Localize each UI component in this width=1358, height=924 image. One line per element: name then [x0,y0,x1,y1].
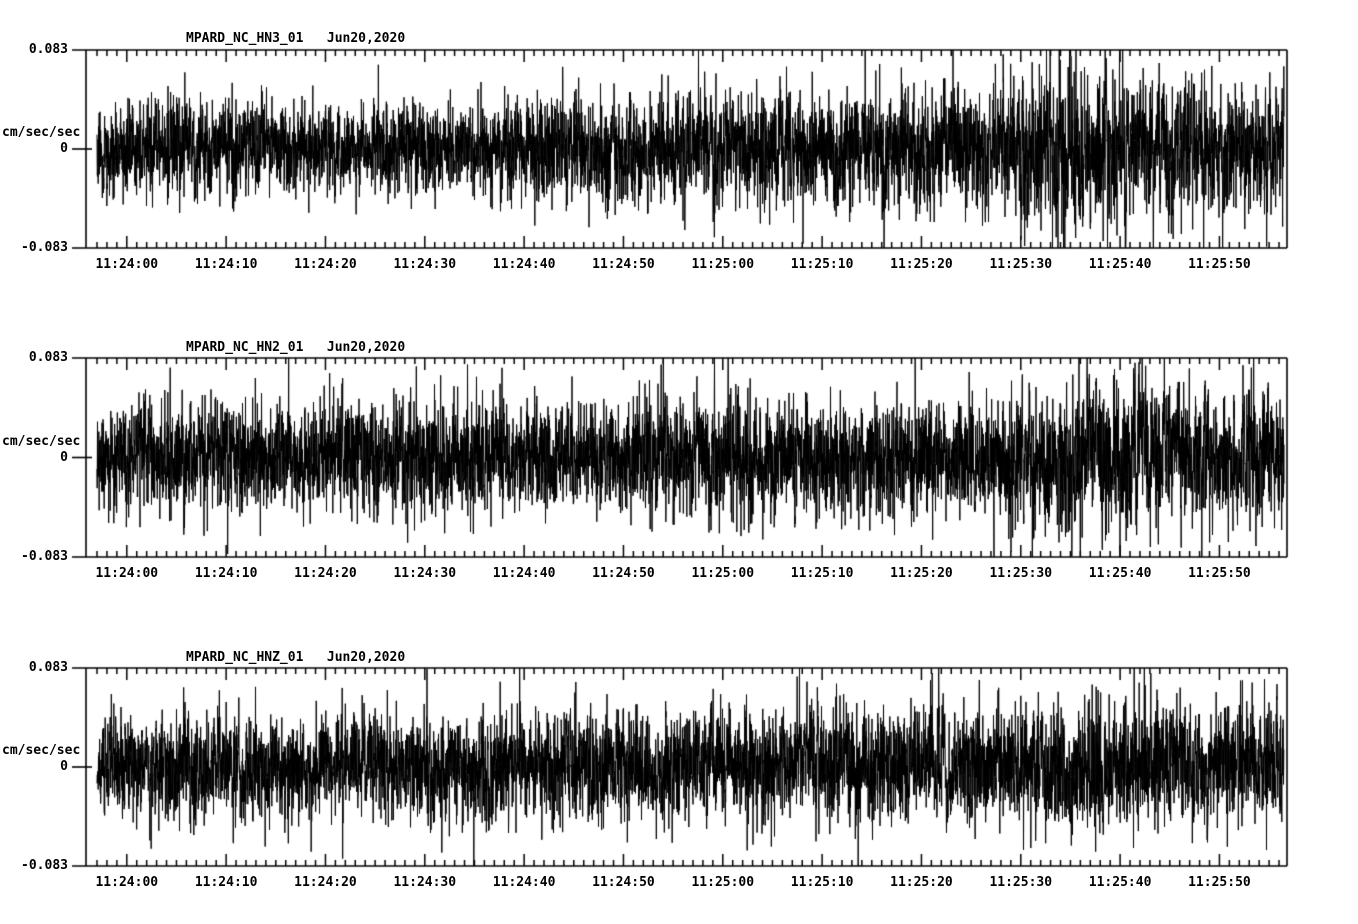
x-tick-label: 11:24:40 [492,257,556,272]
x-tick-label: 11:24:10 [194,875,258,890]
panel-title: MPARD_NC_HN3_01 Jun20,2020 [186,31,406,46]
x-tick-label: 11:25:30 [989,875,1053,890]
x-tick-label: 11:24:20 [294,566,357,581]
panel-title: MPARD_NC_HNZ_01 Jun20,2020 [186,650,406,665]
x-tick-label: 11:25:10 [790,875,854,890]
x-tick-label: 11:25:10 [790,566,854,581]
y-tick-label-max: 0.083 [28,660,68,675]
x-tick-label: 11:25:00 [691,875,755,890]
y-tick-label-max: 0.083 [28,42,68,57]
waveform-plot [0,334,1358,597]
x-tick-label: 11:25:40 [1088,875,1152,890]
x-tick-label: 11:24:50 [592,875,655,890]
y-tick-label-min: -0.083 [21,240,68,255]
x-tick-label: 11:24:00 [95,875,159,890]
x-tick-label: 11:24:30 [393,257,457,272]
panel-title: MPARD_NC_HN2_01 Jun20,2020 [186,340,406,355]
x-tick-label: 11:25:30 [989,566,1053,581]
x-tick-label: 11:25:20 [890,257,953,272]
x-tick-label: 11:24:30 [393,875,457,890]
x-tick-label: 11:25:10 [790,257,854,272]
x-tick-label: 11:24:00 [95,566,159,581]
x-tick-label: 11:25:00 [691,257,755,272]
x-tick-label: 11:25:20 [890,875,953,890]
waveform-plot [0,25,1358,288]
x-tick-label: 11:25:50 [1188,257,1251,272]
seismogram-panel-MPARD_NC_HN3_01: MPARD_NC_HN3_01 Jun20,2020 cm/sec/sec 0.08… [0,25,1358,288]
x-tick-label: 11:24:20 [294,875,357,890]
x-tick-label: 11:24:00 [95,257,159,272]
y-axis-unit-label: cm/sec/sec [2,743,81,758]
x-tick-label: 11:24:10 [194,566,258,581]
x-tick-label: 11:25:30 [989,257,1053,272]
x-tick-label: 11:25:00 [691,566,755,581]
x-tick-label: 11:24:10 [194,257,258,272]
y-tick-label-min: -0.083 [21,549,68,564]
y-axis-unit-label: cm/sec/sec [2,125,81,140]
y-tick-label-zero: 0 [60,449,68,465]
x-tick-label: 11:25:40 [1088,566,1152,581]
x-tick-label: 11:24:50 [592,257,655,272]
x-tick-label: 11:24:50 [592,566,655,581]
seismogram-panel-MPARD_NC_HN2_01: MPARD_NC_HN2_01 Jun20,2020 cm/sec/sec 0.08… [0,334,1358,597]
x-tick-label: 11:24:40 [492,566,556,581]
y-tick-label-zero: 0 [60,759,68,774]
x-tick-label: 11:25:20 [890,566,953,581]
y-axis-unit-label: cm/sec/sec [2,433,81,449]
x-tick-label: 11:25:50 [1188,875,1251,890]
seismogram-panel-MPARD_NC_HNZ_01: MPARD_NC_HNZ_01 Jun20,2020 cm/sec/sec 0.08… [0,644,1358,906]
x-tick-label: 11:24:30 [393,566,457,581]
x-tick-label: 11:24:20 [294,257,357,272]
y-tick-label-zero: 0 [60,141,68,156]
x-tick-label: 11:24:40 [492,875,556,890]
waveform-plot [0,644,1358,906]
x-tick-label: 11:25:50 [1188,566,1251,581]
x-tick-label: 11:25:40 [1088,257,1152,272]
y-tick-label-max: 0.083 [28,350,68,365]
y-tick-label-min: -0.083 [21,858,68,873]
